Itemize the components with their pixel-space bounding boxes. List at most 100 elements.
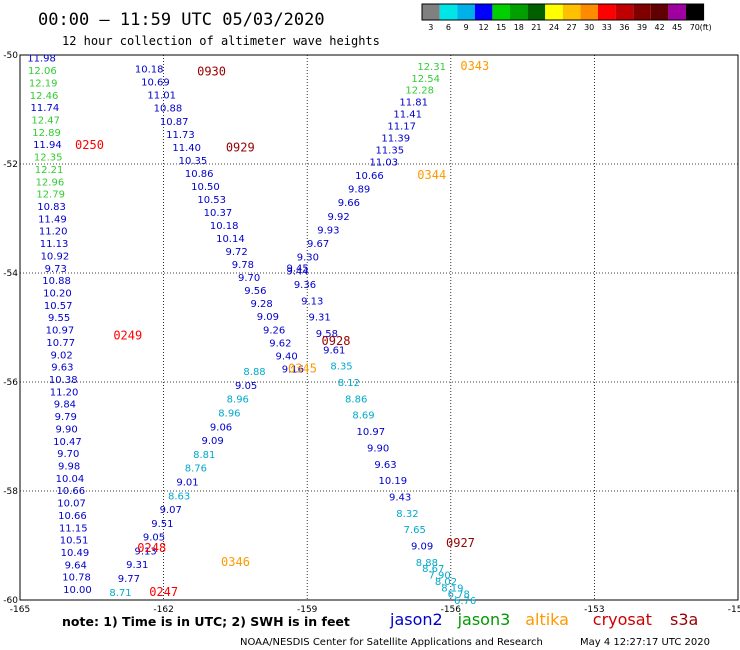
wave-height-value: 9.26 bbox=[263, 325, 285, 336]
colorbar-swatch bbox=[668, 4, 686, 20]
wave-height-value: 11.73 bbox=[166, 130, 195, 141]
axis-ticks: -165 -162 -159 -156 -153 -150 -50 -52 -54 -56 -58 -… bbox=[3, 51, 740, 615]
pass-time-label: 0247 bbox=[149, 585, 178, 599]
wave-height-value: 9.93 bbox=[317, 225, 339, 236]
colorbar-swatch bbox=[598, 4, 616, 20]
wave-height-value: 8.19 bbox=[441, 583, 463, 594]
wave-height-value: 10.19 bbox=[378, 476, 407, 487]
wave-height-value: 11.03 bbox=[369, 157, 398, 168]
wave-height-value: 9.01 bbox=[176, 477, 198, 488]
colorbar-swatch bbox=[422, 4, 440, 20]
colorbar-value: 24 bbox=[549, 23, 559, 32]
wave-height-value: 10.50 bbox=[191, 182, 220, 193]
wave-height-value: 7.90 bbox=[428, 571, 450, 582]
colorbar-value: 70 bbox=[690, 23, 700, 32]
wave-height-value: 10.97 bbox=[357, 427, 386, 438]
pass-time-label: 0344 bbox=[417, 168, 446, 182]
colorbar-value: 12 bbox=[479, 23, 489, 32]
wave-height-value: 10.00 bbox=[63, 585, 92, 596]
credit-text: NOAA/NESDIS Center for Satellite Applica… bbox=[240, 637, 543, 648]
wave-height-value: 11.01 bbox=[147, 91, 176, 102]
wave-height-value: 9.84 bbox=[54, 400, 76, 411]
wave-height-value: 12.19 bbox=[29, 78, 58, 89]
legend-cryosat: cryosat bbox=[593, 610, 652, 629]
wave-height-value: 9.73 bbox=[45, 264, 67, 275]
wave-height-value: 10.88 bbox=[154, 104, 183, 115]
wave-height-value: 9.78 bbox=[232, 260, 254, 271]
wave-height-value: 12.35 bbox=[34, 153, 63, 164]
wave-height-value: 9.06 bbox=[210, 422, 232, 433]
wave-height-value: 10.38 bbox=[49, 375, 78, 386]
x-tick-label: -153 bbox=[584, 605, 604, 615]
wave-height-value: 8.88 bbox=[243, 367, 265, 378]
wave-height-value: 11.20 bbox=[39, 227, 68, 238]
wave-height-value: 10.69 bbox=[141, 78, 170, 89]
x-tick-label: -150 bbox=[728, 605, 740, 615]
wave-height-value: 12.06 bbox=[28, 66, 57, 77]
wave-height-value: 12.31 bbox=[417, 62, 446, 73]
wave-height-value: 10.49 bbox=[61, 548, 90, 559]
wave-height-value: 12.47 bbox=[31, 116, 60, 127]
wave-height-value: 9.02 bbox=[50, 350, 72, 361]
wave-height-value: 11.20 bbox=[50, 387, 79, 398]
wave-height-value: 11.98 bbox=[27, 54, 56, 65]
colorbar-swatch bbox=[650, 4, 669, 20]
wave-height-value: 10.77 bbox=[46, 338, 75, 349]
y-tick-label: -54 bbox=[3, 269, 18, 279]
wave-height-value: 12.79 bbox=[36, 190, 65, 201]
wave-height-value: 12.21 bbox=[35, 165, 64, 176]
wave-height-value: 9.79 bbox=[55, 412, 77, 423]
pass-time-label: 0343 bbox=[460, 59, 489, 73]
x-tick-label: -159 bbox=[297, 605, 318, 615]
colorbar-value: 27 bbox=[567, 23, 577, 32]
wave-height-value: 11.15 bbox=[59, 523, 88, 534]
pass-time-label: 0929 bbox=[226, 141, 255, 155]
chart-subtitle: 12 hour collection of altimeter wave hei… bbox=[62, 34, 380, 48]
wave-height-value: 11.39 bbox=[381, 133, 410, 144]
colorbar-value: 33 bbox=[602, 23, 612, 32]
wave-height-value: 9.70 bbox=[57, 449, 79, 460]
pass-time-label: 0930 bbox=[197, 64, 226, 78]
wave-height-value: 9.36 bbox=[294, 280, 316, 291]
colorbar-border bbox=[421, 3, 705, 21]
note-text: note: 1) Time is in UTC; 2) SWH is in fe… bbox=[62, 614, 350, 629]
wave-height-value: 9.13 bbox=[135, 546, 157, 557]
legend-s3a: s3a bbox=[670, 610, 698, 629]
pass-time-label: 0346 bbox=[221, 555, 250, 569]
wave-height-value: 10.57 bbox=[44, 301, 73, 312]
wave-height-value: 10.86 bbox=[185, 169, 214, 180]
wave-height-value: 9.51 bbox=[151, 519, 173, 530]
colorbar-swatch bbox=[562, 4, 581, 20]
wave-height-value: 9.89 bbox=[348, 185, 370, 196]
wave-height-value: 10.83 bbox=[37, 202, 66, 213]
wave-height-value: 10.87 bbox=[160, 117, 189, 128]
legend-jason2: jason2 bbox=[389, 610, 443, 629]
wave-height-value: 6.76 bbox=[454, 596, 476, 607]
wave-height-value: 9.31 bbox=[308, 313, 330, 324]
wave-height-value: 11.40 bbox=[172, 143, 201, 154]
colorbar-swatch bbox=[615, 4, 634, 20]
wave-height-value: 8.69 bbox=[352, 411, 374, 422]
wave-height-value: 9.16 bbox=[282, 364, 304, 375]
satellite-legend: jason2 jason3 altika cryosat s3a bbox=[389, 610, 698, 629]
chart-title: 00:00 – 11:59 UTC 05/03/2020 bbox=[38, 10, 325, 30]
wave-height-value: 9.72 bbox=[226, 247, 248, 258]
pass-time-label: 0927 bbox=[446, 536, 475, 550]
wave-height-value: 10.66 bbox=[56, 486, 85, 497]
wave-height-value: 8.71 bbox=[109, 588, 131, 599]
wave-height-value: 11.17 bbox=[387, 122, 416, 133]
colorbar-value: 21 bbox=[531, 23, 541, 32]
wave-height-value: 9.28 bbox=[250, 299, 272, 310]
colorbar-swatch bbox=[439, 4, 458, 20]
wave-height-value: 11.49 bbox=[38, 214, 67, 225]
wave-height-value: 7.65 bbox=[404, 525, 426, 536]
wave-height-value: 12.54 bbox=[411, 74, 440, 85]
wave-height-value: 12.28 bbox=[405, 86, 434, 97]
wave-height-value: 9.90 bbox=[367, 443, 389, 454]
wave-height-value: 9.45 bbox=[286, 264, 308, 275]
wave-height-value: 10.53 bbox=[197, 195, 226, 206]
wave-height-value: 10.04 bbox=[56, 474, 85, 485]
wave-height-value: 9.05 bbox=[235, 381, 257, 392]
wave-height-value: 9.64 bbox=[65, 560, 87, 571]
wave-height-value: 9.70 bbox=[238, 273, 260, 284]
